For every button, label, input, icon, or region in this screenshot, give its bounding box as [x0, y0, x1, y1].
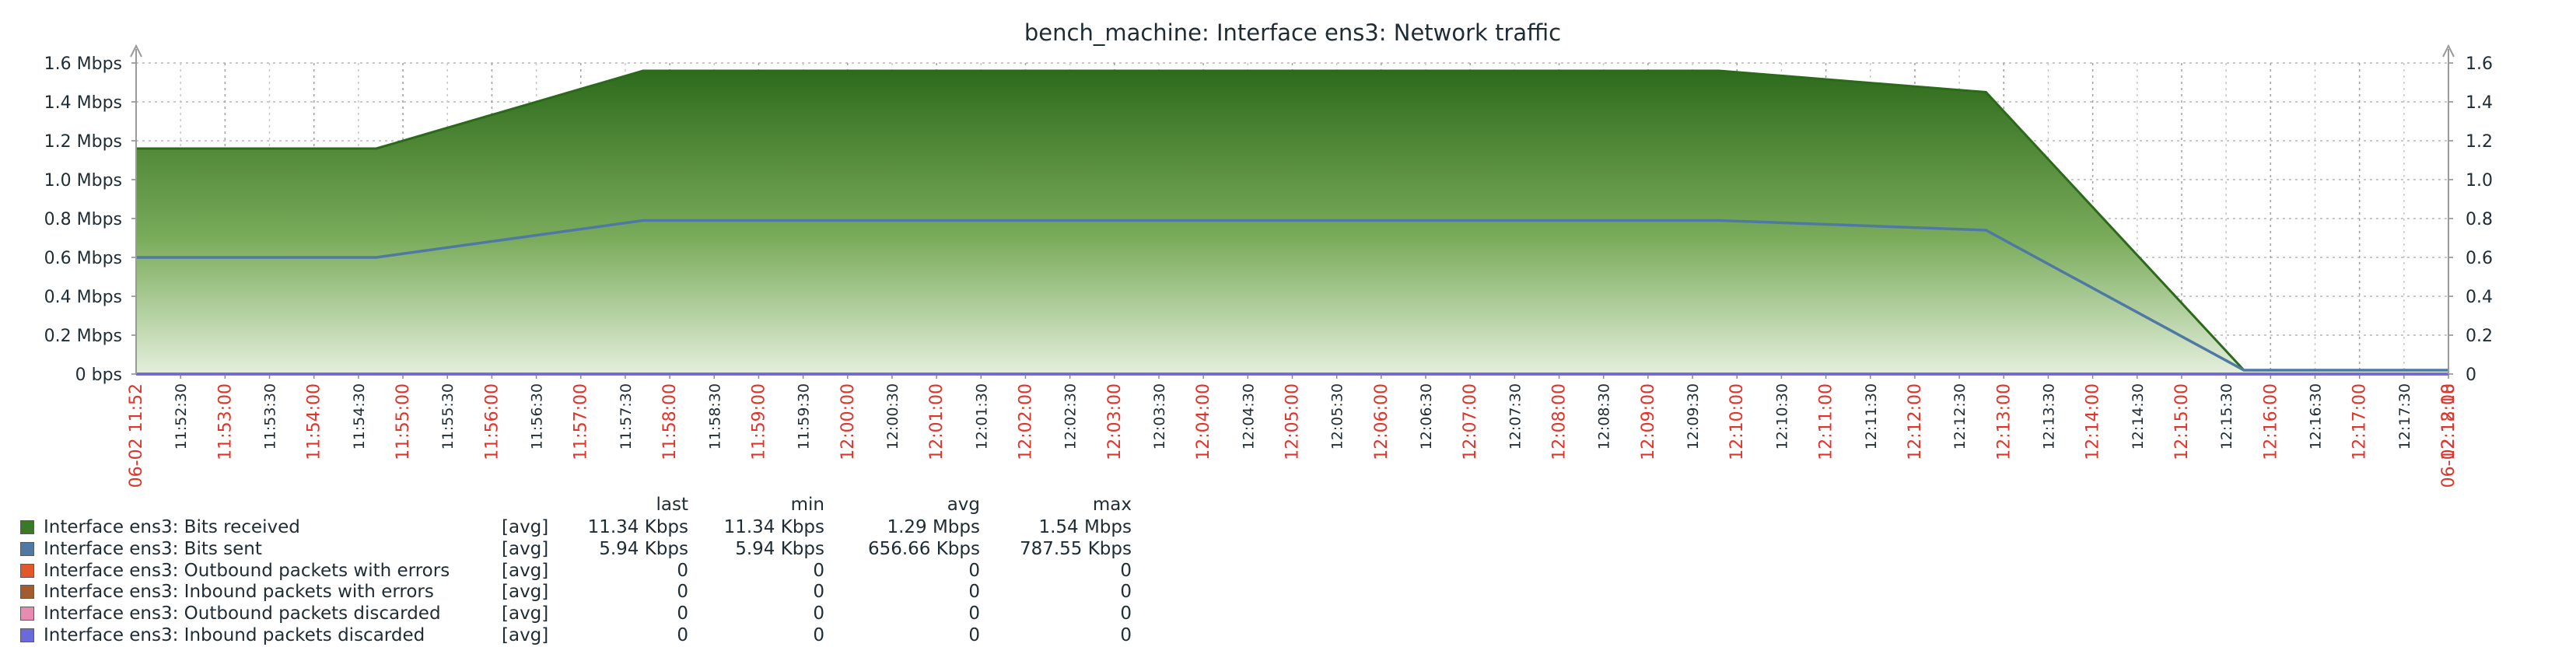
- x-tick-label: 11:59:30: [796, 383, 813, 449]
- y-tick-label-right: 0.4: [2466, 288, 2493, 307]
- x-tick-label: 12:18:00: [2439, 383, 2459, 460]
- y-tick-label-left: 0.4 Mbps: [44, 288, 122, 307]
- y-tick-label-left: 1.6 Mbps: [44, 54, 122, 74]
- x-tick-label: 12:10:00: [1727, 383, 1747, 460]
- series-areas: [136, 71, 2448, 374]
- x-start-label: 06-02 11:52: [127, 383, 146, 488]
- y-tick-label-right: 1.2: [2466, 132, 2493, 152]
- y-tick-label-left: 0.2 Mbps: [44, 327, 122, 346]
- x-tick-label: 12:07:00: [1461, 383, 1480, 460]
- x-tick-label: 12:06:00: [1372, 383, 1391, 460]
- x-tick-label: 12:08:00: [1550, 383, 1570, 460]
- y-tick-label-right: 0.2: [2466, 327, 2493, 346]
- y-tick-label-left: 1.4 Mbps: [44, 93, 122, 113]
- x-tick-label: 12:08:30: [1596, 383, 1613, 449]
- x-tick-label: 11:55:00: [394, 383, 413, 460]
- x-tick-label: 12:12:30: [1951, 383, 1969, 449]
- axes: [130, 44, 2455, 379]
- x-tick-label: 11:52:30: [173, 383, 190, 449]
- y-tick-label-right: 0.8: [2466, 210, 2493, 229]
- x-tick-label: 11:53:00: [215, 383, 235, 460]
- x-tick-label: 11:56:00: [482, 383, 502, 460]
- series-line-bits-sent: [136, 219, 2448, 372]
- x-tick-label: 11:58:00: [660, 383, 680, 460]
- x-tick-label: 12:11:30: [1863, 383, 1880, 449]
- x-tick-label: 11:54:30: [351, 383, 368, 449]
- x-tick-label: 11:57:00: [572, 383, 591, 460]
- x-tick-label: 11:53:30: [262, 383, 279, 449]
- x-tick-label: 12:16:30: [2307, 383, 2324, 449]
- x-tick-label: 12:06:30: [1418, 383, 1435, 449]
- x-tick-label: 12:12:00: [1906, 383, 1925, 460]
- x-tick-label: 11:58:30: [706, 383, 723, 449]
- x-tick-label: 11:56:30: [529, 383, 546, 449]
- y-axis-arrow-right: [2442, 44, 2455, 58]
- x-tick-label: 12:03:00: [1105, 383, 1125, 460]
- x-tick-label: 12:05:30: [1329, 383, 1346, 449]
- series-area-bits-received: [136, 71, 2448, 374]
- x-tick-label: 12:13:30: [2040, 383, 2057, 449]
- y-tick-label-left: 0 bps: [75, 365, 122, 385]
- y-tick-label-right: 1.0: [2466, 171, 2493, 191]
- x-tick-label: 11:59:00: [749, 383, 768, 460]
- x-tick-label: 12:09:00: [1639, 383, 1658, 460]
- x-tick-label: 11:54:00: [305, 383, 324, 460]
- x-tick-label: 12:05:00: [1283, 383, 1303, 460]
- x-end-label: 06-02 12:18: [2439, 383, 2459, 488]
- x-tick-label: 12:10:30: [1773, 383, 1790, 449]
- x-tick-label: 12:13:00: [1994, 383, 2014, 460]
- x-tick-label: 12:00:00: [838, 383, 858, 460]
- x-tick-label: 12:15:00: [2172, 383, 2192, 460]
- x-tick-label: 12:01:00: [927, 383, 947, 460]
- y-tick-label-right: 1.4: [2466, 93, 2493, 113]
- y-tick-label-left: 1.2 Mbps: [44, 132, 122, 152]
- y-tick-label-right: 0: [2466, 365, 2476, 385]
- x-tick-label: 12:02:00: [1016, 383, 1035, 460]
- x-tick-label: 12:04:30: [1240, 383, 1257, 449]
- chart-title: bench_machine: Interface ens3: Network t…: [1024, 19, 1561, 46]
- x-tick-label: 12:14:00: [2084, 383, 2103, 460]
- y-axis-arrow-left: [130, 44, 142, 58]
- x-tick-label: 12:14:30: [2130, 383, 2147, 449]
- x-tick-label: 12:01:30: [973, 383, 990, 449]
- x-tick-label: 12:03:30: [1151, 383, 1168, 449]
- x-tick-label: 11:57:30: [618, 383, 635, 449]
- x-tick-labels: 11:52:30 11:53:00 11:53:30 11:54:00 11:54:30…: [127, 383, 2459, 488]
- y-tick-labels: 0 bps 0 0.2 Mbps 0.2 0.4 Mbps 0.4 0.6 Mbps 0.6 0…: [44, 54, 2493, 385]
- x-tick-label: 12:07:30: [1507, 383, 1524, 449]
- x-tick-label: 12:17:00: [2350, 383, 2370, 460]
- x-tick-label: 11:55:30: [439, 383, 457, 449]
- x-tick-label: 12:16:00: [2261, 383, 2280, 460]
- y-tick-label-left: 0.6 Mbps: [44, 249, 122, 268]
- x-tick-label: 12:17:30: [2396, 383, 2413, 449]
- y-tick-label-right: 0.6: [2466, 249, 2493, 268]
- y-tick-label-left: 0.8 Mbps: [44, 210, 122, 229]
- y-tick-label-left: 1.0 Mbps: [44, 171, 122, 191]
- x-tick-label: 12:11:00: [1817, 383, 1836, 460]
- x-tick-label: 12:15:30: [2218, 383, 2235, 449]
- y-tick-label-right: 1.6: [2466, 54, 2493, 74]
- x-tick-label: 12:00:30: [884, 383, 901, 449]
- x-tick-label: 12:02:30: [1062, 383, 1080, 449]
- x-tick-label: 12:04:00: [1194, 383, 1213, 460]
- x-tick-label: 12:09:30: [1685, 383, 1702, 449]
- series-edge-bits-received: [136, 69, 2448, 372]
